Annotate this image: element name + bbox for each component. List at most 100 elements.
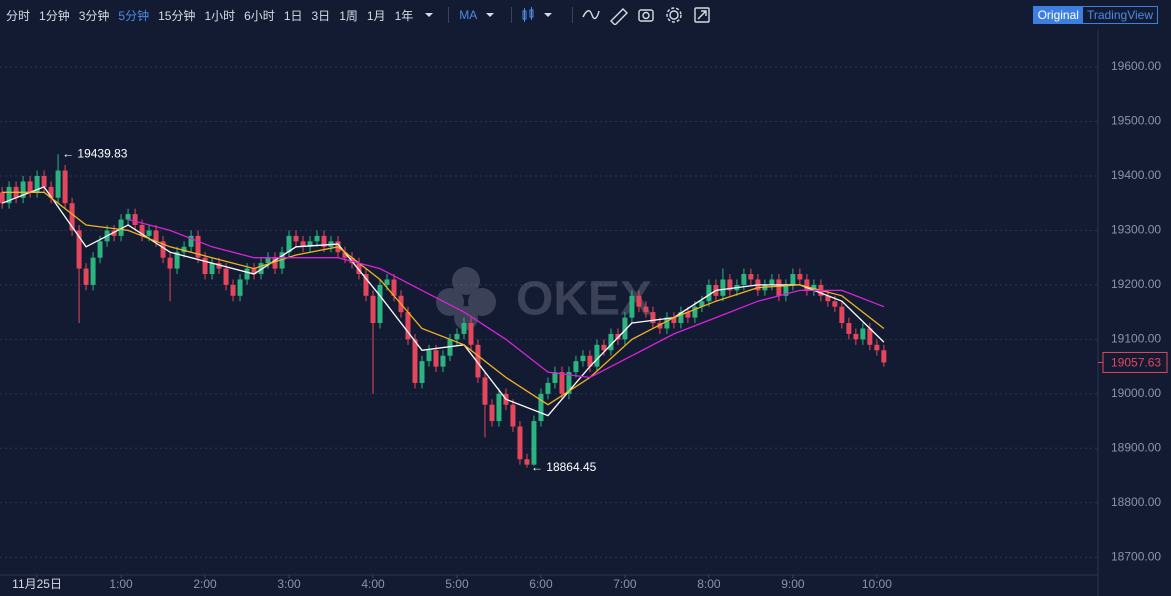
candle-body: [412, 339, 418, 383]
candle-body: [0, 192, 5, 204]
candle-body: [727, 279, 733, 291]
candle-body: [279, 252, 285, 269]
interval-button[interactable]: 1分钟: [39, 8, 70, 23]
candle-body: [629, 295, 635, 318]
candle-body: [83, 268, 89, 285]
interval-button[interactable]: 1日: [283, 8, 303, 23]
candle-body: [475, 344, 481, 378]
last-price-label: 19057.63: [1111, 356, 1161, 370]
candle-body: [167, 257, 173, 269]
candle-body: [258, 263, 264, 275]
candle-body: [132, 214, 138, 225]
candle-body: [685, 312, 691, 318]
candle-body: [657, 323, 663, 329]
x-tick-label: 9:00: [781, 577, 805, 591]
candle-body: [601, 344, 607, 351]
x-tick-label: 3:00: [277, 577, 301, 591]
interval-button[interactable]: 6小时: [244, 8, 275, 23]
x-tick-label: 6:00: [529, 577, 553, 591]
candle-body: [741, 274, 747, 285]
separator: [511, 7, 513, 23]
candle-body: [566, 372, 572, 394]
indicator[interactable]: MA: [459, 8, 478, 22]
interval-button[interactable]: 5分钟: [118, 8, 150, 23]
dropdown-icon[interactable]: [420, 9, 438, 21]
x-tick-label: 1:00: [109, 577, 133, 591]
candle-body: [426, 350, 432, 362]
candle-body: [825, 295, 831, 302]
interval-button[interactable]: 3日: [311, 8, 331, 23]
candle-body: [265, 257, 271, 264]
x-tick-label: 10:00: [862, 577, 892, 591]
candle-body: [510, 404, 516, 427]
candle-body: [636, 295, 642, 307]
candle-body: [34, 175, 40, 193]
candle-body: [195, 235, 201, 258]
candle-body: [342, 252, 348, 258]
candle-body: [517, 426, 523, 460]
candle-body: [706, 284, 712, 302]
dropdown-icon[interactable]: [477, 9, 503, 21]
y-tick-label: 19400.00: [1111, 168, 1161, 182]
candle-body: [160, 241, 166, 258]
interval-button[interactable]: 1周: [339, 8, 358, 23]
candle-body: [496, 393, 502, 422]
candle-body: [797, 274, 803, 280]
candle-body: [440, 355, 446, 367]
candle-body: [293, 235, 299, 242]
candle-body: [643, 306, 649, 313]
candle-body: [181, 246, 187, 253]
candle-body: [391, 279, 397, 296]
y-tick-label: 19200.00: [1111, 277, 1161, 291]
interval-button[interactable]: 分时: [6, 8, 31, 23]
candle-body: [97, 241, 103, 258]
x-tick-label: 5:00: [445, 577, 469, 591]
price-annotation: ← 18864.45: [531, 460, 597, 474]
candle-body: [174, 252, 180, 269]
candle-body: [678, 312, 684, 324]
candle-body: [251, 268, 257, 275]
view-button[interactable]: Original: [1033, 7, 1083, 23]
interval-button[interactable]: 15分钟: [158, 8, 196, 23]
candle-body: [776, 279, 782, 296]
candle-body: [300, 241, 306, 247]
y-tick-label: 19100.00: [1111, 332, 1161, 346]
candle-body: [20, 181, 26, 198]
candle-type[interactable]: [520, 6, 564, 24]
candle-body: [482, 377, 488, 405]
candle-body: [664, 317, 670, 329]
candle-body: [538, 393, 544, 422]
candle-body: [153, 230, 159, 242]
candle-body: [846, 323, 852, 334]
candle-body: [286, 235, 292, 253]
tool-icons[interactable]: [581, 5, 721, 25]
candle-body: [202, 257, 208, 275]
candle-body: [55, 170, 61, 198]
candle-body: [223, 268, 229, 285]
candle-body: [545, 382, 551, 394]
candle-body: [146, 230, 152, 236]
candle-body: [783, 284, 789, 296]
interval-list: 分时 1分钟 3分钟 5分钟 15分钟 1小时 6小时 1日 3日 1周 1月 1年: [0, 7, 416, 24]
interval-button[interactable]: 3分钟: [78, 8, 110, 23]
y-tick-label: 19500.00: [1111, 114, 1161, 128]
view-button[interactable]: TradingView: [1086, 8, 1153, 22]
ma-line: [2, 191, 885, 406]
x-tick-label: 8:00: [697, 577, 721, 591]
interval-button[interactable]: 1小时: [204, 8, 236, 23]
y-tick-label: 18900.00: [1111, 440, 1161, 454]
candle-body: [363, 274, 369, 296]
y-tick-label: 18700.00: [1111, 549, 1161, 563]
candle-body: [216, 263, 222, 269]
y-tick-label: 18800.00: [1111, 495, 1161, 509]
candle-body: [27, 181, 33, 193]
candle-body: [111, 230, 117, 236]
interval-button[interactable]: 1月: [366, 8, 386, 23]
y-tick-label: 19600.00: [1111, 59, 1161, 73]
candle-body: [419, 361, 425, 383]
candle-body: [6, 186, 12, 204]
candle-body: [76, 230, 82, 269]
candle-body: [671, 317, 677, 324]
interval-button[interactable]: 1年: [394, 8, 414, 23]
